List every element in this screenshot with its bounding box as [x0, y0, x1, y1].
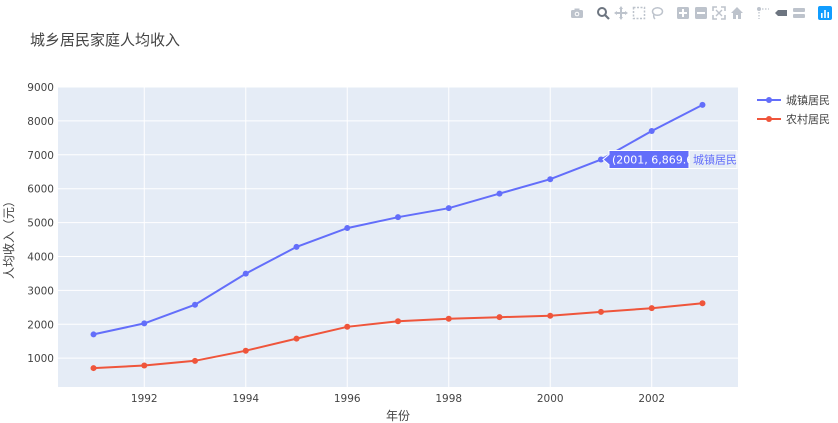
legend-marker	[766, 97, 772, 103]
lasso-select-icon[interactable]	[648, 4, 666, 22]
data-point[interactable]	[445, 205, 452, 212]
data-point[interactable]	[445, 315, 452, 322]
hover-tooltip-name: 城镇居民	[693, 153, 737, 167]
data-point[interactable]	[699, 300, 706, 307]
modebar	[560, 4, 834, 22]
series-layer	[90, 101, 706, 372]
y-tick-label: 4000	[27, 251, 54, 263]
chart-title: 城乡居民家庭人均收入	[30, 31, 180, 49]
x-tick-label: 1994	[232, 393, 259, 405]
data-point[interactable]	[547, 312, 554, 319]
data-point[interactable]	[192, 357, 199, 364]
y-tick-label: 6000	[27, 184, 54, 196]
data-point[interactable]	[242, 347, 249, 354]
data-point[interactable]	[395, 318, 401, 325]
legend-item[interactable]: 城镇居民	[757, 93, 830, 107]
y-tick-label: 7000	[27, 150, 54, 162]
series-城镇居民	[90, 101, 706, 338]
spike-lines-icon[interactable]	[754, 4, 772, 22]
autoscale-icon[interactable]	[710, 4, 728, 22]
y-axis-ticks: 1000 2000 3000 4000 5000 6000 7000 8000 9000	[27, 82, 54, 365]
pan-icon[interactable]	[612, 4, 630, 22]
data-point[interactable]	[344, 225, 351, 232]
y-tick-label: 9000	[27, 82, 54, 94]
data-point[interactable]	[141, 362, 148, 369]
data-point[interactable]	[192, 301, 199, 308]
x-tick-label: 2000	[537, 393, 564, 405]
data-point[interactable]	[648, 305, 655, 312]
data-point[interactable]	[344, 323, 351, 330]
x-tick-label: 1992	[131, 393, 158, 405]
x-tick-label: 2002	[638, 393, 665, 405]
hover-layer: (2001, 6,869.6)城镇居民	[602, 150, 738, 170]
legend-item[interactable]: 农村居民	[757, 112, 830, 126]
y-tick-label: 2000	[27, 319, 54, 331]
y-axis-title: 人均收入（元）	[2, 195, 16, 279]
zoom-icon[interactable]	[594, 4, 612, 22]
data-point[interactable]	[90, 365, 97, 372]
hover-tooltip-value: (2001, 6,869.6)	[612, 154, 698, 167]
data-point[interactable]	[242, 270, 249, 277]
data-point[interactable]	[90, 331, 97, 338]
plotly-logo-icon[interactable]	[816, 4, 834, 22]
hover-closest-icon[interactable]	[772, 4, 790, 22]
data-point[interactable]	[496, 190, 503, 197]
x-axis-title: 年份	[386, 409, 410, 423]
camera-icon[interactable]	[568, 4, 586, 22]
x-tick-label: 1996	[334, 393, 361, 405]
data-point[interactable]	[293, 243, 300, 250]
legend-marker	[766, 116, 772, 122]
x-tick-label: 1998	[435, 393, 462, 405]
x-axis-ticks: 1992 1994 1996 1998 2000 2002	[131, 393, 665, 405]
data-point[interactable]	[597, 156, 604, 163]
reset-axes-icon[interactable]	[728, 4, 746, 22]
legend-label: 农村居民	[786, 112, 830, 126]
y-tick-label: 8000	[27, 116, 54, 128]
data-point[interactable]	[547, 176, 554, 183]
series-农村居民	[90, 300, 706, 372]
box-select-icon[interactable]	[630, 4, 648, 22]
hover-name-box	[688, 150, 738, 170]
hover-compare-icon[interactable]	[790, 4, 808, 22]
zoom-out-icon[interactable]	[692, 4, 710, 22]
data-point[interactable]	[597, 308, 604, 315]
data-point[interactable]	[141, 320, 148, 327]
legend-label: 城镇居民	[786, 93, 830, 107]
data-point[interactable]	[699, 101, 706, 108]
y-tick-label: 1000	[27, 353, 54, 365]
zoom-in-icon[interactable]	[674, 4, 692, 22]
y-tick-label: 3000	[27, 285, 54, 297]
data-point[interactable]	[293, 335, 300, 342]
data-point[interactable]	[395, 214, 401, 221]
plot-area[interactable]	[58, 87, 738, 387]
grid-lines	[58, 86, 738, 387]
data-point[interactable]	[648, 127, 655, 134]
data-point[interactable]	[496, 314, 503, 321]
y-tick-label: 5000	[27, 218, 54, 230]
